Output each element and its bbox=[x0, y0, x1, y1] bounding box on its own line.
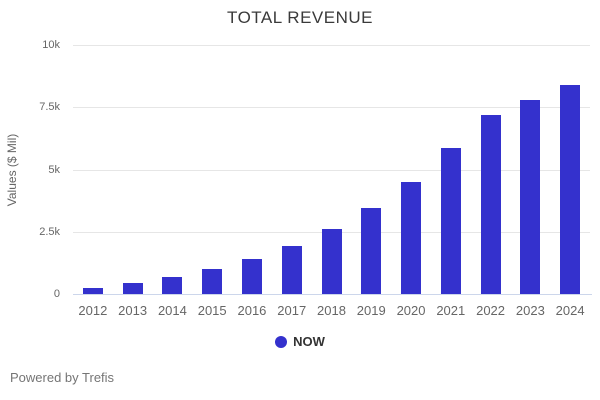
bar-2024[interactable] bbox=[560, 85, 581, 294]
x-tick-label-2021: 2021 bbox=[436, 303, 466, 318]
bar-2021[interactable] bbox=[440, 148, 461, 294]
x-tick-label-2014: 2014 bbox=[157, 303, 187, 318]
bar-2023[interactable] bbox=[520, 100, 541, 294]
x-tick-label-2016: 2016 bbox=[237, 303, 267, 318]
x-tick-label-2013: 2013 bbox=[118, 303, 148, 318]
legend-label: NOW bbox=[293, 334, 325, 349]
y-tick-label-5k: 5k bbox=[48, 163, 60, 176]
x-tick-label-2020: 2020 bbox=[396, 303, 426, 318]
bar-2020[interactable] bbox=[401, 182, 422, 294]
y-tick-label-2.5k: 2.5k bbox=[39, 225, 60, 238]
bar-2014[interactable] bbox=[162, 277, 183, 294]
bar-2015[interactable] bbox=[202, 269, 223, 294]
y-tick-label-0: 0 bbox=[53, 288, 60, 300]
legend-marker-icon bbox=[275, 335, 288, 348]
x-tick-label-2017: 2017 bbox=[277, 303, 307, 318]
gridline-10k bbox=[73, 45, 590, 46]
gridline-7.5k bbox=[73, 107, 590, 109]
powered-by-trefis: Powered by Trefis bbox=[10, 370, 115, 385]
y-tick-label-10k: 10k bbox=[42, 39, 60, 51]
x-tick-label-2019: 2019 bbox=[356, 303, 386, 318]
gridline-5k bbox=[73, 169, 590, 171]
x-tick-label-2015: 2015 bbox=[197, 303, 227, 318]
bar-2019[interactable] bbox=[361, 208, 382, 294]
bar-2018[interactable] bbox=[321, 229, 342, 294]
x-tick-label-2012: 2012 bbox=[78, 303, 108, 318]
bar-2022[interactable] bbox=[480, 115, 501, 294]
y-tick-label-7.5k: 7.5k bbox=[39, 101, 60, 114]
bar-2012[interactable] bbox=[82, 288, 103, 294]
x-tick-label-2023: 2023 bbox=[515, 303, 545, 318]
bar-2017[interactable] bbox=[281, 246, 302, 294]
legend-item-now[interactable]: NOW bbox=[0, 334, 600, 349]
bar-2016[interactable] bbox=[241, 259, 262, 294]
x-tick-label-2022: 2022 bbox=[476, 303, 506, 318]
bar-2013[interactable] bbox=[122, 283, 143, 294]
x-axis-line bbox=[73, 294, 592, 295]
chart-title: TOTAL REVENUE bbox=[227, 8, 373, 27]
x-tick-label-2024: 2024 bbox=[555, 303, 585, 318]
x-tick-label-2018: 2018 bbox=[317, 303, 346, 318]
